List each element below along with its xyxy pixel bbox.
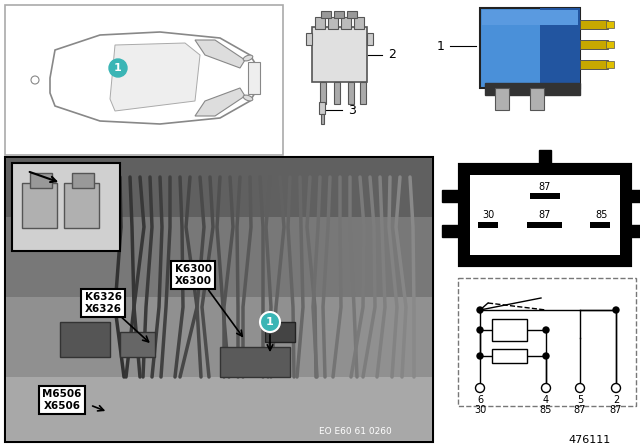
Text: M6506
X6506: M6506 X6506	[42, 389, 82, 411]
Text: K6326
X6326: K6326 X6326	[84, 292, 122, 314]
Bar	[341, 17, 351, 29]
Bar	[22, 183, 57, 228]
Bar	[347, 11, 357, 18]
Circle shape	[260, 312, 280, 332]
Bar	[606, 61, 614, 68]
Bar	[580, 40, 608, 49]
Bar	[334, 11, 344, 18]
Bar	[348, 82, 354, 104]
Text: EO E60 61 0260: EO E60 61 0260	[319, 427, 392, 436]
Bar	[492, 319, 527, 341]
Bar	[480, 8, 580, 88]
Circle shape	[476, 383, 484, 392]
Bar	[590, 222, 610, 228]
Ellipse shape	[243, 95, 253, 101]
Text: 2: 2	[388, 48, 396, 61]
Text: 3: 3	[348, 103, 356, 116]
Circle shape	[611, 383, 621, 392]
Bar	[220, 347, 290, 377]
Bar	[30, 173, 52, 188]
Bar	[495, 88, 509, 110]
Circle shape	[541, 383, 550, 392]
Polygon shape	[195, 40, 245, 68]
Ellipse shape	[243, 55, 253, 61]
Text: 4: 4	[543, 395, 549, 405]
Bar	[530, 88, 544, 110]
Bar	[606, 21, 614, 28]
Bar	[360, 82, 366, 104]
Bar	[5, 157, 433, 442]
Bar	[540, 8, 580, 88]
Bar	[306, 33, 312, 45]
Bar	[580, 20, 608, 29]
Bar	[458, 278, 636, 406]
Text: K6300
X6300: K6300 X6300	[175, 264, 211, 286]
Bar	[320, 82, 326, 104]
Bar	[315, 17, 325, 29]
Circle shape	[543, 353, 549, 359]
Bar	[6, 217, 432, 297]
Bar	[442, 190, 460, 202]
Polygon shape	[195, 88, 245, 116]
Bar	[5, 5, 283, 155]
Bar	[630, 190, 640, 202]
Bar	[539, 150, 551, 165]
Text: 87: 87	[610, 405, 622, 415]
Bar	[492, 349, 527, 363]
Bar	[319, 102, 325, 114]
Text: 476111: 476111	[569, 435, 611, 445]
Bar	[321, 11, 331, 18]
Circle shape	[31, 76, 39, 84]
Bar	[485, 83, 580, 95]
Bar	[120, 332, 155, 357]
Bar	[312, 27, 367, 82]
Bar	[527, 222, 562, 228]
Circle shape	[477, 327, 483, 333]
Bar	[60, 322, 110, 357]
Polygon shape	[50, 32, 258, 124]
Text: 1: 1	[266, 317, 274, 327]
Bar	[530, 193, 560, 199]
Polygon shape	[248, 62, 260, 94]
Bar	[6, 377, 432, 441]
Text: 1: 1	[437, 39, 445, 52]
Bar	[265, 322, 295, 342]
Bar	[630, 225, 640, 237]
Text: 87: 87	[574, 405, 586, 415]
Bar	[354, 17, 364, 29]
Bar	[470, 175, 620, 255]
Circle shape	[613, 307, 619, 313]
Bar	[580, 60, 608, 69]
Bar	[321, 114, 323, 124]
Bar	[478, 222, 498, 228]
Text: 1: 1	[114, 63, 122, 73]
Bar	[12, 163, 120, 251]
Text: 2: 2	[613, 395, 619, 405]
Text: 30: 30	[474, 405, 486, 415]
Circle shape	[109, 59, 127, 77]
Polygon shape	[110, 43, 200, 111]
Bar	[606, 41, 614, 48]
Text: 30: 30	[482, 210, 494, 220]
Circle shape	[477, 353, 483, 359]
Text: 87: 87	[539, 210, 551, 220]
Text: 85: 85	[596, 210, 608, 220]
Text: 87: 87	[539, 182, 551, 192]
Bar	[6, 158, 432, 218]
Bar	[482, 10, 578, 25]
Circle shape	[543, 327, 549, 333]
Text: 85: 85	[540, 405, 552, 415]
Bar	[367, 33, 373, 45]
Bar	[334, 82, 340, 104]
Circle shape	[575, 383, 584, 392]
Text: 6: 6	[477, 395, 483, 405]
Bar	[460, 165, 630, 265]
Bar	[6, 297, 432, 377]
Bar	[72, 173, 94, 188]
Bar	[64, 183, 99, 228]
Circle shape	[477, 307, 483, 313]
Text: 5: 5	[577, 395, 583, 405]
Bar	[442, 225, 460, 237]
Bar	[328, 17, 338, 29]
